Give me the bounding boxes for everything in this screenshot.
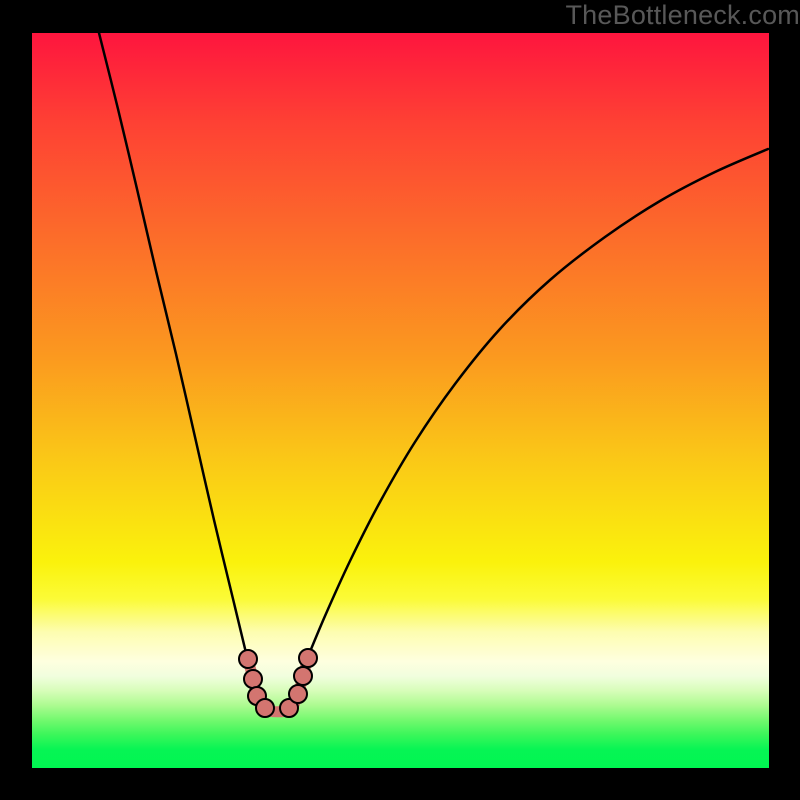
plot-area [32,33,769,768]
gradient-background [32,33,769,768]
marker-dot [239,650,257,668]
marker-dot [244,670,262,688]
marker-dot [256,699,274,717]
chart-svg [32,33,769,768]
marker-dot [294,667,312,685]
chart-frame: TheBottleneck.com [0,0,800,800]
watermark-text: TheBottleneck.com [565,0,800,31]
marker-dot [299,649,317,667]
marker-dot [289,685,307,703]
